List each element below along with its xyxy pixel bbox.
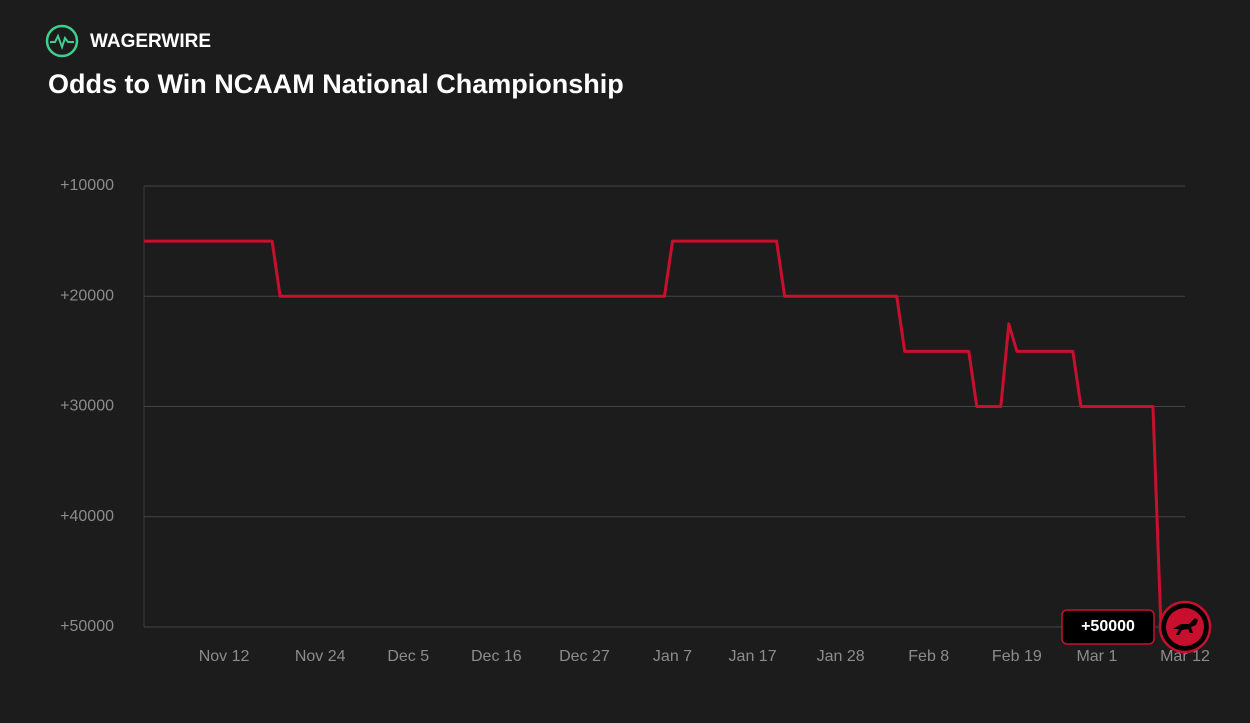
x-tick-label: Jan 7 <box>653 648 692 665</box>
x-tick-label: Dec 27 <box>559 648 610 665</box>
value-label-box <box>1061 609 1155 645</box>
line <box>144 239 1185 629</box>
x-tick-label: Jan 17 <box>729 648 777 665</box>
x-tick-label: Nov 12 <box>199 648 250 665</box>
x-tick-label: Dec 16 <box>471 648 522 665</box>
x-tick-label: Dec 5 <box>387 648 429 665</box>
team-logo-horse <box>1173 618 1198 635</box>
x-tick-label: Feb 19 <box>992 648 1042 665</box>
y-tick-label: +40000 <box>60 508 114 525</box>
x-tick-label: Mar 1 <box>1076 648 1117 665</box>
y-tick-label: +30000 <box>60 398 114 415</box>
logo-wave <box>50 33 74 51</box>
x-tick-label: Jan 28 <box>817 648 865 665</box>
logo <box>45 24 79 58</box>
x-tick-label: Feb 8 <box>908 648 949 665</box>
y-tick-label: +50000 <box>60 618 114 635</box>
logo-ring <box>45 24 79 58</box>
chart-title: Odds to Win NCAAM National Championship <box>48 69 624 99</box>
x-tick-label: Mar 12 <box>1160 648 1210 665</box>
value-label: +50000 <box>1081 618 1135 635</box>
x-tick-label: Nov 24 <box>295 648 346 665</box>
y-tick-label: +10000 <box>60 177 114 194</box>
end-marker: +50000 <box>1061 600 1212 654</box>
brand: WAGERWIRE <box>90 31 211 52</box>
y-tick-label: +20000 <box>60 287 114 304</box>
